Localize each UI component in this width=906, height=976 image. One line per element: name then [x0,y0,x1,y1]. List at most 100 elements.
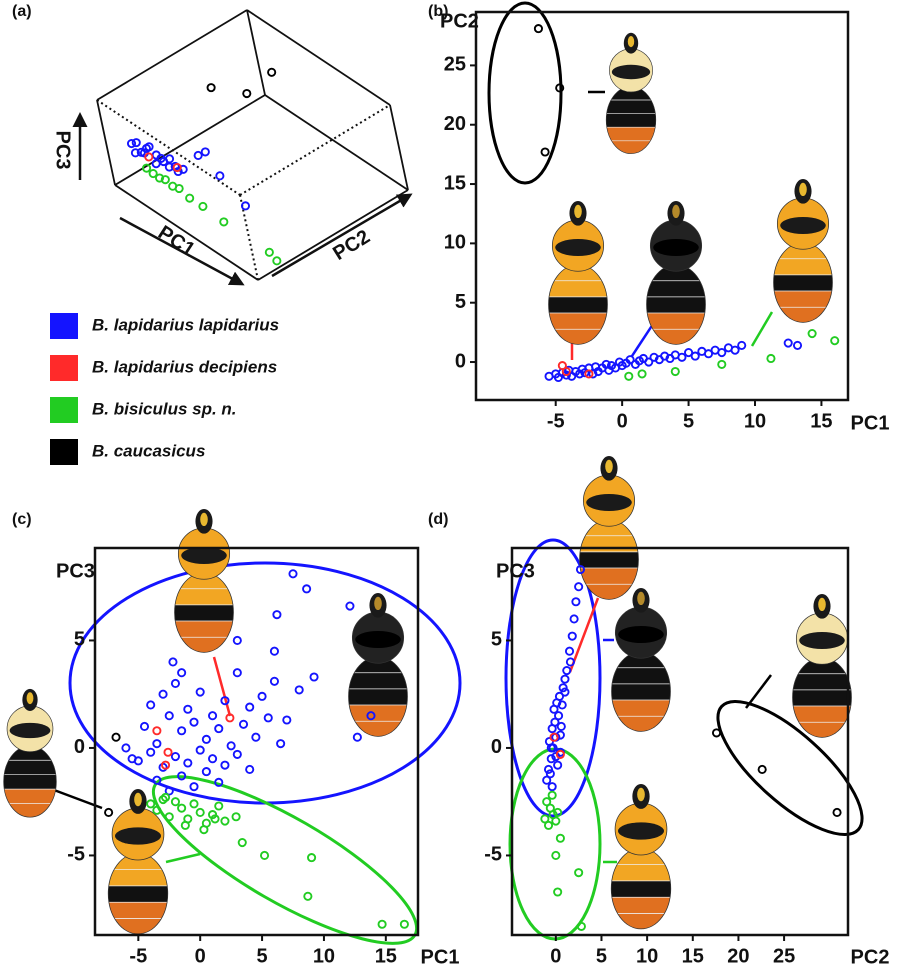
thorax-band [355,631,401,648]
abdomen-band [579,536,640,553]
data-point [153,740,160,747]
thorax-band [799,632,845,649]
group-ellipse [510,749,600,939]
data-point [252,734,259,741]
data-point [575,583,582,590]
data-point [554,888,561,895]
data-point [209,755,216,762]
x-tick-label: 5 [683,410,694,432]
data-point [833,809,840,816]
bee-face [27,692,34,704]
y-tick-label: 0 [491,736,502,758]
connector [214,657,230,716]
data-point [164,749,171,756]
bee-face [672,205,680,218]
data-point [759,766,766,773]
abdomen-band [174,589,235,606]
data-point [557,835,564,842]
abdomen-band [610,865,671,882]
axis-label: PC2 [329,226,374,265]
x-tick-label: 10 [636,945,658,967]
data-point [172,680,179,687]
panel-label: (a) [12,3,32,20]
bee-illustration [792,594,853,739]
data-point [310,673,317,680]
data-point [234,637,241,644]
data-point [184,759,191,766]
data-point [549,783,556,790]
data-point [178,669,185,676]
abdomen-band [605,127,656,141]
thorax-band [555,239,601,256]
data-point [203,736,210,743]
bee-illustration [3,689,57,819]
data-point [541,815,548,822]
data-point [243,90,250,97]
abdomen-band [107,870,168,887]
data-point [141,723,148,730]
data-point [234,669,241,676]
data-point [304,893,311,900]
abdomen-band [605,100,656,114]
abdomen-band [773,291,834,308]
abdomen-band [611,700,672,717]
data-point [273,257,280,264]
abdomen-band [3,789,57,804]
abdomen-band [348,689,409,706]
abdomen-band [579,568,640,585]
abdomen-band [646,297,707,314]
thorax-band [10,723,51,738]
data-point [552,817,559,824]
abdomen-band [605,114,656,128]
abdomen-band [792,690,853,707]
box-edge [240,105,390,195]
data-point [283,716,290,723]
data-point [266,249,273,256]
y-tick-label: 5 [491,629,502,651]
box-edge [247,10,265,95]
abdomen-band [773,259,834,276]
data-point [541,148,548,155]
data-point [209,712,216,719]
x-tick-label: -5 [129,945,147,967]
abdomen-band [3,775,57,790]
y-tick-label: -5 [67,844,85,866]
data-point [208,84,215,91]
x-tick-label: 20 [727,945,749,967]
data-point [379,921,386,928]
data-point [169,658,176,665]
data-point [147,701,154,708]
data-point [258,693,265,700]
thorax-band [618,822,664,839]
data-point [271,678,278,685]
legend-label: B. lapidarius decipiens [92,357,277,376]
thorax-band [780,217,826,234]
data-point [133,139,140,146]
y-tick-label: 0 [455,350,466,372]
data-point [265,714,272,721]
data-point [240,721,247,728]
y-tick-label: 0 [74,736,85,758]
data-point [122,744,129,751]
bee-face [134,793,142,806]
abdomen-band [3,760,57,775]
data-point [228,742,235,749]
x-tick-label: -5 [547,410,565,432]
bee-illustration [610,784,671,930]
data-point [203,768,210,775]
abdomen-band [610,881,671,898]
data-point [558,723,565,730]
data-point [176,185,183,192]
bee-illustration [548,201,609,346]
bee-face [605,460,613,473]
group-ellipse [489,3,561,183]
data-point [831,337,838,344]
bee-illustration [646,201,707,346]
abdomen-band [548,313,609,330]
abdomen-band [611,684,672,701]
data-point [199,203,206,210]
data-point [575,869,582,876]
legend-swatch [50,397,78,423]
data-point [692,352,699,359]
data-point [190,800,197,807]
